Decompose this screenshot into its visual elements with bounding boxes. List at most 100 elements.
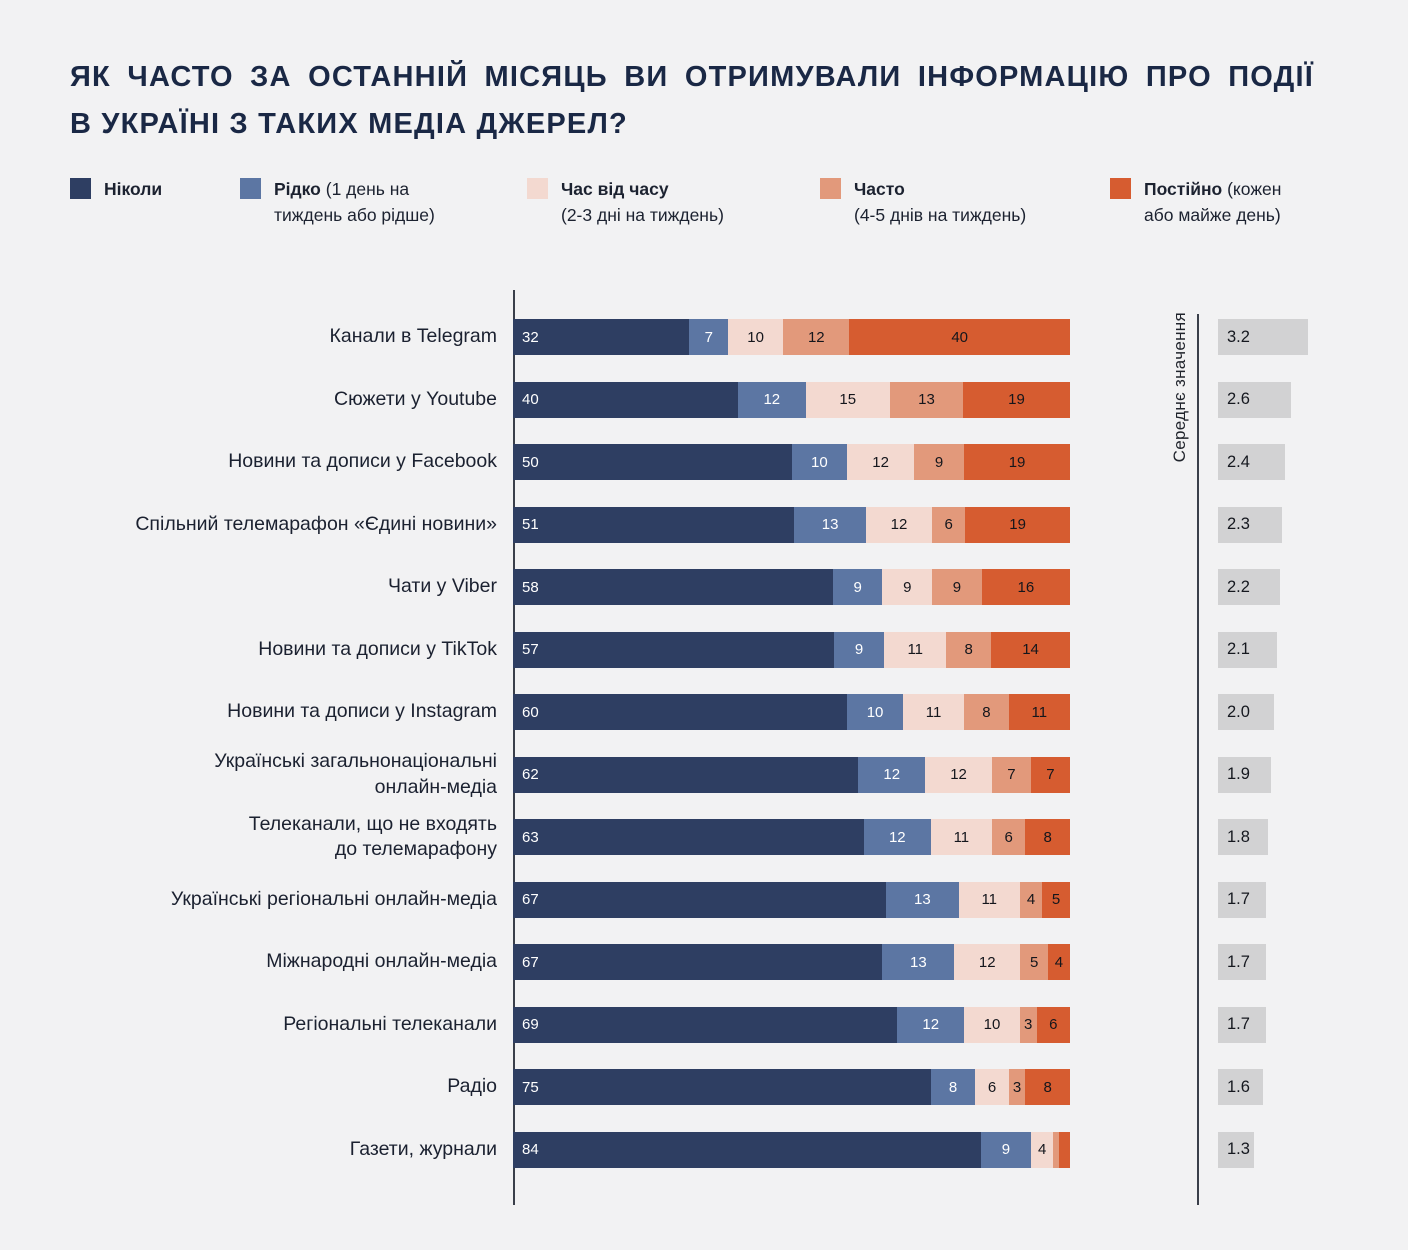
mean-value-box: 1.7: [1218, 1006, 1266, 1043]
bar-segment-4: 3: [1019, 1006, 1037, 1043]
segment-value: 62: [522, 766, 539, 784]
mean-value-box: 1.7: [1218, 881, 1266, 918]
segment-value: 19: [1008, 391, 1025, 409]
stacked-bar: 67 13 12 5 4: [513, 944, 1070, 981]
bar-segment-2: 13: [882, 944, 955, 981]
bar-segment-4: 5: [1020, 944, 1048, 981]
segment-value: 11: [925, 703, 942, 721]
segment-value: 14: [1022, 641, 1039, 659]
stacked-bar: 40 12 15 13 19: [513, 381, 1070, 418]
bar-segment-1: 67: [513, 881, 887, 918]
segment-value: 9: [952, 578, 962, 596]
stacked-bar: 69 12 10 3 6: [513, 1006, 1070, 1043]
mean-value: 2.0: [1227, 702, 1250, 721]
bar-segment-1: 69: [513, 1006, 898, 1043]
mean-value: 1.6: [1227, 1077, 1250, 1096]
segment-value: 63: [522, 828, 539, 846]
bar-segment-3: 11: [930, 819, 992, 856]
stacked-bar: 60 10 11 8 11: [513, 694, 1070, 731]
bar-segment-1: 58: [513, 569, 833, 606]
stacked-bar: 63 12 11 6 8: [513, 819, 1070, 856]
segment-value: 4: [1037, 1141, 1047, 1159]
segment-value: 3: [1012, 1078, 1022, 1096]
segment-value: 7: [1007, 766, 1016, 784]
category-label: Новини та дописи у Facebook: [228, 450, 497, 473]
mean-value-box: 2.2: [1218, 569, 1280, 606]
bar-segment-2: 8: [930, 1069, 976, 1106]
bar-segment-4: 4: [1019, 881, 1043, 918]
category-label: Регіональні телеканали: [283, 1012, 497, 1035]
category-label: Міжнародні онлайн-медіа: [266, 950, 497, 973]
bar-segment-2: 9: [980, 1131, 1031, 1168]
legend-label: Часто (4-5 днів на тиждень): [854, 176, 1026, 229]
mean-value: 2.1: [1227, 640, 1250, 659]
bar-segment-1: 57: [513, 631, 834, 668]
segment-value: 13: [914, 891, 931, 909]
chart-row: Українські загальнонаціональні онлайн-ме…: [0, 744, 1408, 807]
segment-value: 8: [982, 703, 991, 721]
legend-label-bold: Постійно: [1144, 179, 1223, 199]
segment-value: 67: [522, 891, 539, 909]
segment-value: 75: [522, 1078, 539, 1096]
segment-value: 4: [1054, 953, 1064, 971]
mean-value-box: 2.4: [1218, 444, 1286, 481]
stacked-bar: 32 7 10 12 40: [513, 319, 1070, 356]
bar-segment-1: 75: [513, 1069, 931, 1106]
mean-value-box: 2.3: [1218, 506, 1283, 543]
legend-swatch: [70, 178, 91, 199]
segment-value: 67: [522, 953, 539, 971]
category-label: Сюжети у Youtube: [334, 387, 497, 410]
segment-value: 6: [1049, 1016, 1058, 1034]
category-label: Канали в Telegram: [329, 325, 497, 348]
bar-segment-4: 8: [964, 694, 1009, 731]
bar-segment-4: 8: [946, 631, 992, 668]
bar-segment-3: 11: [902, 694, 965, 731]
chart-row: Регіональні телеканали 69 12 10 3 6 1.7: [0, 994, 1408, 1057]
category-label: Українські регіональні онлайн-медіа: [170, 887, 497, 910]
segment-value: 13: [909, 953, 927, 971]
segment-value: 15: [839, 391, 857, 409]
legend-label-rest: (1 день на: [320, 179, 410, 199]
mean-value-box: 1.7: [1218, 944, 1266, 981]
legend-label: Постійно (кожен або майже день): [1144, 176, 1281, 229]
legend-label-line2: або майже день): [1144, 205, 1281, 226]
page-title: ЯК ЧАСТО ЗА ОСТАННІЙ МІСЯЦЬ ВИ ОТРИМУВАЛ…: [70, 54, 1314, 148]
mean-value: 3.2: [1227, 327, 1250, 346]
category-label: Українські загальнонаціональні онлайн-ме…: [214, 750, 497, 798]
segment-value: 8: [1043, 828, 1052, 846]
segment-value: 4: [1026, 891, 1036, 909]
bar-segment-2: 12: [863, 819, 931, 856]
legend-swatch: [820, 178, 841, 199]
legend-label-rest: (кожен: [1222, 179, 1282, 199]
bar-segment-2: 10: [847, 694, 903, 731]
bar-segment-3: 12: [954, 944, 1021, 981]
segment-value: 9: [1001, 1141, 1011, 1159]
segment-value: 12: [883, 766, 901, 784]
bar-segment-3: 12: [925, 756, 992, 793]
bar-segment-3: 11: [884, 631, 947, 668]
bar-segment-2: 9: [832, 569, 883, 606]
segment-value: 11: [907, 641, 924, 659]
bar-segment-1: 40: [513, 381, 739, 418]
stacked-bar: 84 9 4: [513, 1131, 1070, 1168]
segment-value: 51: [522, 516, 539, 534]
legend-item: Постійно (кожен або майже день): [1110, 176, 1281, 229]
mean-value: 1.7: [1227, 952, 1250, 971]
stacked-bar-chart: Канали в Telegram 32 7 10 12 40 3.2 Сюжети у…: [0, 306, 1408, 1181]
mean-value-box: 3.2: [1218, 319, 1308, 356]
bar-segment-4: [1053, 1131, 1059, 1168]
bar-segment-2: 12: [858, 756, 926, 793]
segment-value: 7: [704, 328, 713, 346]
segment-value: 10: [811, 453, 828, 471]
segment-value: 58: [522, 578, 539, 596]
bar-segment-3: 11: [958, 881, 1020, 918]
bar-segment-2: 13: [794, 506, 866, 543]
mean-value: 2.2: [1227, 577, 1250, 596]
segment-value: 9: [903, 578, 912, 596]
segment-value: 10: [747, 328, 764, 346]
segment-value: 40: [522, 391, 539, 409]
segment-value: 12: [888, 828, 906, 846]
segment-value: 9: [853, 578, 862, 596]
segment-value: 12: [763, 391, 781, 409]
legend-swatch: [527, 178, 548, 199]
